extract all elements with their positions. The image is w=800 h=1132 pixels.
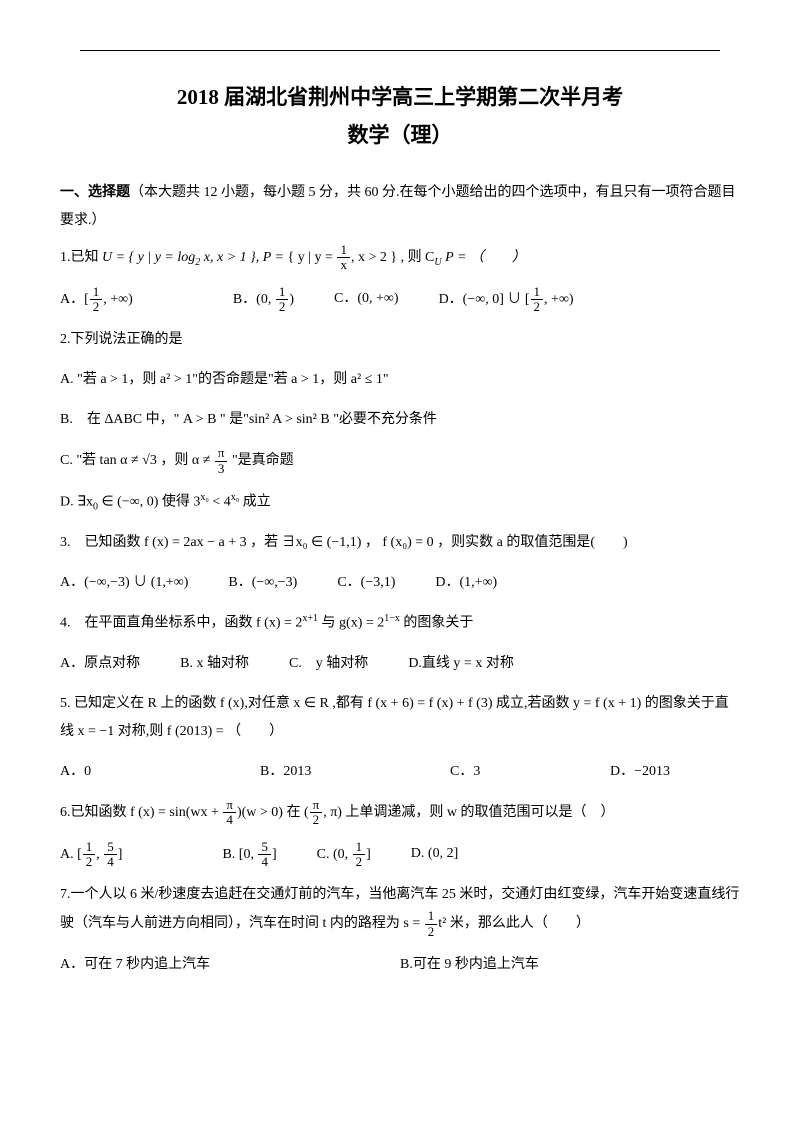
- top-horizontal-rule: [80, 50, 720, 51]
- question-5-stem: 5. 已知定义在 R 上的函数 f (x),对任意 x ∈ R ,都有 f (x…: [60, 690, 740, 746]
- question-2-stem: 2.下列说法正确的是: [60, 326, 740, 354]
- q4-optA: A．原点对称: [60, 650, 140, 678]
- q3-optA: A．(−∞,−3) ∪ (1,+∞): [60, 569, 188, 597]
- q4-options: A．原点对称 B. x 轴对称 C. y 轴对称 D.直线 y = x 对称: [60, 650, 740, 678]
- q2-optD: D. ∃x0 ∈ (−∞, 0) 使得 3x₀ < 4x₀ 成立: [60, 488, 740, 517]
- q1-setU: U = { y | y = log2 x, x > 1 }, P =: [102, 250, 288, 265]
- section-1-rest: （本大题共 12 小题，每小题 5 分，共 60 分.在每个小题给出的四个选项中…: [60, 185, 736, 228]
- q7-optA: A．可在 7 秒内追上汽车: [60, 951, 360, 979]
- q7-optB: B.可在 9 秒内追上汽车: [400, 951, 539, 979]
- q6-optA: A. [12, 54]: [60, 840, 122, 870]
- q4-optB: B. x 轴对称: [180, 650, 249, 678]
- q2-optB: B. 在 ΔABC 中，" A > B " 是"sin² A > sin² B …: [60, 406, 740, 434]
- q3-options: A．(−∞,−3) ∪ (1,+∞) B．(−∞,−3) C．(−3,1) D．…: [60, 569, 740, 597]
- q6-optB: B. [0, 54]: [222, 840, 276, 870]
- q1-setP: { y | y = 1x, x > 2 }: [288, 250, 401, 265]
- q5-optD: D．−2013: [610, 758, 670, 786]
- q3-optD: D．(1,+∞): [435, 569, 497, 597]
- q5-optA: A．0: [60, 758, 220, 786]
- q3-optC: C．(−3,1): [337, 569, 395, 597]
- section-1-bold: 一、选择题: [60, 185, 130, 200]
- q4-optD: D.直线 y = x 对称: [408, 650, 514, 678]
- q1-options: A．[12, +∞) B．(0, 12) C．(0, +∞) D．(−∞, 0]…: [60, 285, 740, 315]
- q1-optC: C．(0, +∞): [334, 285, 399, 315]
- q2-optA: A. "若 a > 1，则 a² > 1"的否命题是"若 a > 1，则 a² …: [60, 366, 740, 394]
- q4-optC: C. y 轴对称: [289, 650, 368, 678]
- q1-optD: D．(−∞, 0] ∪ [12, +∞): [439, 285, 574, 315]
- question-4-stem: 4. 在平面直角坐标系中，函数 f (x) = 2x+1 与 g(x) = 21…: [60, 609, 740, 638]
- question-3-stem: 3. 已知函数 f (x) = 2ax − a + 3 ，若 ∃x₀ ∈ (−1…: [60, 529, 740, 557]
- question-6-stem: 6.已知函数 f (x) = sin(wx + π4)(w > 0) 在 (π2…: [60, 798, 740, 828]
- q7-options: A．可在 7 秒内追上汽车 B.可在 9 秒内追上汽车: [60, 951, 740, 979]
- exam-title-sub: 数学（理）: [60, 119, 740, 149]
- q1-pre: 1.已知: [60, 250, 99, 265]
- section-1-heading: 一、选择题（本大题共 12 小题，每小题 5 分，共 60 分.在每个小题给出的…: [60, 179, 740, 235]
- q1-post: , 则 C: [401, 250, 435, 265]
- q6-optC: C. (0, 12]: [317, 840, 371, 870]
- question-1: 1.已知 U = { y | y = log2 x, x > 1 }, P = …: [60, 243, 740, 273]
- q6-optD: D. (0, 2]: [411, 840, 458, 870]
- q6-options: A. [12, 54] B. [0, 54] C. (0, 12] D. (0,…: [60, 840, 740, 870]
- q5-optB: B．2013: [260, 758, 410, 786]
- q5-optC: C．3: [450, 758, 570, 786]
- q2-optC: C. "若 tan α ≠ √3 ，则 α ≠ π3 "是真命题: [60, 446, 740, 476]
- exam-title-main: 2018 届湖北省荆州中学高三上学期第二次半月考: [60, 81, 740, 111]
- q3-optB: B．(−∞,−3): [228, 569, 297, 597]
- question-7-stem: 7.一个人以 6 米/秒速度去追赶在交通灯前的汽车，当他离汽车 25 米时，交通…: [60, 881, 740, 939]
- q1-optA: A．[12, +∞): [60, 285, 133, 315]
- q1-optB: B．(0, 12): [233, 285, 294, 315]
- q5-options: A．0 B．2013 C．3 D．−2013: [60, 758, 740, 786]
